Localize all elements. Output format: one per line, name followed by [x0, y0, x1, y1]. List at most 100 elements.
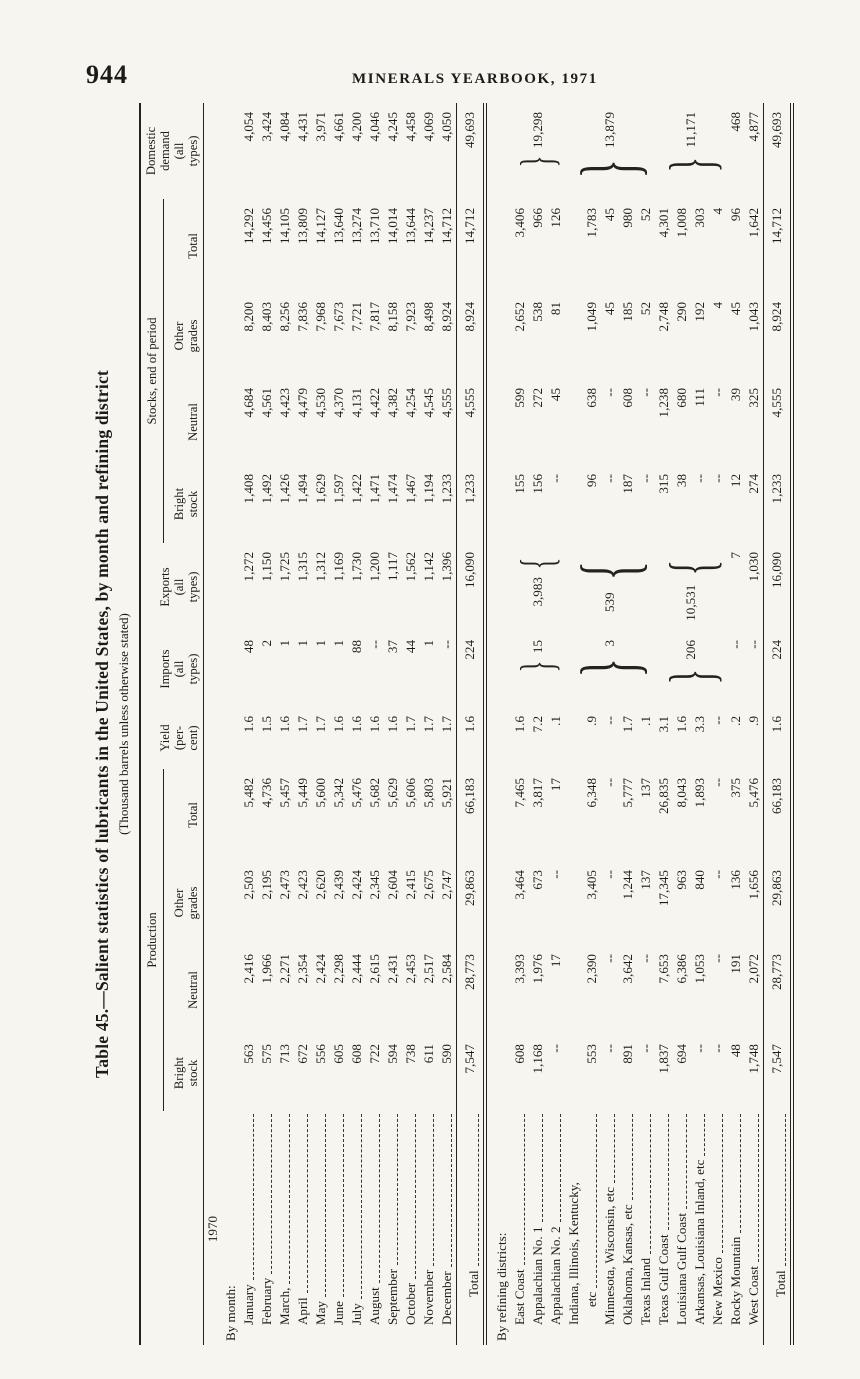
- value-cell: 52: [638, 207, 654, 222]
- value-cell: 224: [763, 631, 793, 707]
- section-row: By refining districts:: [493, 103, 511, 1345]
- value-cell: [565, 199, 583, 293]
- value-cell: 1,043: [746, 302, 762, 332]
- value-cell: 272: [530, 388, 546, 408]
- value-cell: --: [638, 388, 654, 397]
- row-label: Minnesota, Wisconsin, etc: [601, 1111, 619, 1345]
- value-cell: 45: [602, 302, 618, 316]
- group-value: 3,983 {: [511, 552, 565, 631]
- value-cell: 1,471: [367, 474, 383, 504]
- value-cell: 694: [674, 1044, 690, 1064]
- leader-dashes: [433, 1114, 435, 1266]
- value-cell: --: [710, 778, 726, 787]
- value-cell: --: [439, 640, 455, 649]
- value-cell: 1,748: [746, 1044, 762, 1074]
- district-row: New Mexico -- -- -- -- -- -- -- 4 4: [709, 103, 727, 1345]
- value-cell: 3,406: [512, 207, 528, 238]
- value-cell: 4,200: [349, 111, 365, 142]
- value-cell: 2,748: [656, 302, 672, 332]
- section-label-by-district: By refining districts:: [493, 1111, 511, 1345]
- value-cell: 8,498: [421, 302, 437, 332]
- row-label-text: Oklahoma, Kansas, etc: [619, 1113, 637, 1345]
- section-label-by-month: By month:: [222, 1111, 240, 1345]
- value-cell: 556: [313, 1044, 329, 1064]
- value-cell: 13,640: [331, 207, 347, 244]
- value-cell: 1,474: [385, 474, 401, 504]
- value-cell: 4,684: [241, 388, 257, 418]
- value-cell: 14,014: [385, 207, 401, 244]
- value-cell: 29,863: [763, 861, 793, 946]
- value-cell: 13,809: [295, 207, 311, 244]
- row-label: September: [384, 1111, 402, 1345]
- value-cell: 1,244: [620, 870, 636, 900]
- value-cell: 28,773: [763, 945, 793, 1036]
- row-label-text: etc: [583, 1113, 601, 1345]
- value-cell: 1: [277, 640, 293, 647]
- row-label-text: Arkansas, Louisiana Inland, etc: [692, 1159, 708, 1326]
- value-cell: 553: [584, 1044, 600, 1064]
- value-cell: 48: [728, 1044, 744, 1058]
- value-cell: .2: [728, 716, 744, 726]
- group-value-text: 19,298: [530, 111, 546, 148]
- row-label-text: Texas Gulf Coast: [656, 1234, 672, 1326]
- value-cell: 1.7: [403, 716, 419, 733]
- leader-dashes: [325, 1114, 327, 1298]
- group-brace-icon: {: [511, 557, 565, 570]
- district-total-row: Total 7,547 28,773 29,863 66,183 1.6 224 16,090…: [763, 102, 793, 1346]
- value-cell: 2,584: [439, 954, 455, 984]
- value-cell: 7,653: [656, 954, 672, 984]
- group-value-text: 206: [683, 640, 699, 660]
- exports-group-cell: 3,983 {: [511, 543, 565, 631]
- spacer-cell: [485, 103, 493, 1345]
- district-row: Texas Gulf Coast 1,837 7,653 17,345 26,835 3.…: [655, 103, 727, 1345]
- value-cell: 5,449: [295, 778, 311, 808]
- value-cell: 1.6: [512, 716, 528, 733]
- row-label-text: West Coast: [745, 1113, 763, 1345]
- value-cell: 4,054: [241, 111, 257, 142]
- demand-group-cell: } 13,879: [565, 103, 655, 199]
- group-value-text: 11,171: [683, 111, 699, 148]
- value-cell: 111: [692, 388, 708, 407]
- row-label-text: September: [385, 1269, 401, 1326]
- value-cell: --: [602, 954, 618, 963]
- value-cell: 1,656: [746, 870, 762, 900]
- row-label-text: Louisiana Gulf Coast: [673, 1113, 691, 1345]
- value-cell: --: [710, 716, 726, 725]
- value-cell: 2,620: [313, 870, 329, 900]
- value-cell: 5,629: [385, 778, 401, 808]
- col-header-yield: Yield (per- cent): [140, 707, 204, 769]
- district-row: Minnesota, Wisconsin, etc -- -- -- -- -- -- -- 4…: [601, 103, 619, 1345]
- value-cell: 3,393: [512, 954, 528, 984]
- value-cell: 611: [421, 1044, 437, 1064]
- row-label-text: March,: [276, 1113, 294, 1345]
- month-row: August 722 2,615 2,345 5,682 1.6 -- 1,200 1,471 4…: [366, 103, 384, 1345]
- value-cell: 8,924: [439, 302, 455, 332]
- value-cell: 3,424: [259, 111, 275, 142]
- row-label-text: By month:: [223, 1285, 239, 1342]
- value-cell: .9: [584, 716, 600, 726]
- value-cell: 963: [674, 870, 690, 890]
- value-cell: 14,456: [259, 207, 275, 244]
- value-cell: 1.7: [421, 716, 437, 733]
- stub-header: [140, 1111, 204, 1346]
- leader-dashes: [289, 1114, 291, 1284]
- value-cell: 1,142: [421, 552, 437, 582]
- page-number: 944: [86, 60, 128, 89]
- row-label-text: April: [294, 1113, 312, 1345]
- value-cell: 1,467: [403, 474, 419, 504]
- group-value-text: 15: [530, 640, 546, 654]
- row-label: February: [258, 1111, 276, 1345]
- col-header-demand: Domestic demand (all types): [140, 102, 204, 199]
- leader-dashes: [650, 1114, 652, 1254]
- value-cell: 17: [548, 778, 564, 792]
- group-brace-icon: {: [566, 561, 655, 581]
- leader-dashes: [307, 1114, 309, 1294]
- value-cell: 96: [584, 474, 600, 488]
- row-label-text: Total: [772, 1113, 790, 1345]
- value-cell: 325: [746, 388, 762, 408]
- value-cell: 2,444: [349, 954, 365, 984]
- value-cell: 1,233: [763, 465, 793, 543]
- row-label: Arkansas, Louisiana Inland, etc: [691, 1111, 709, 1345]
- empty-cell: [493, 103, 511, 1111]
- district-row: Texas Inland -- -- 137 137 .1 -- -- 52 52: [637, 103, 655, 1345]
